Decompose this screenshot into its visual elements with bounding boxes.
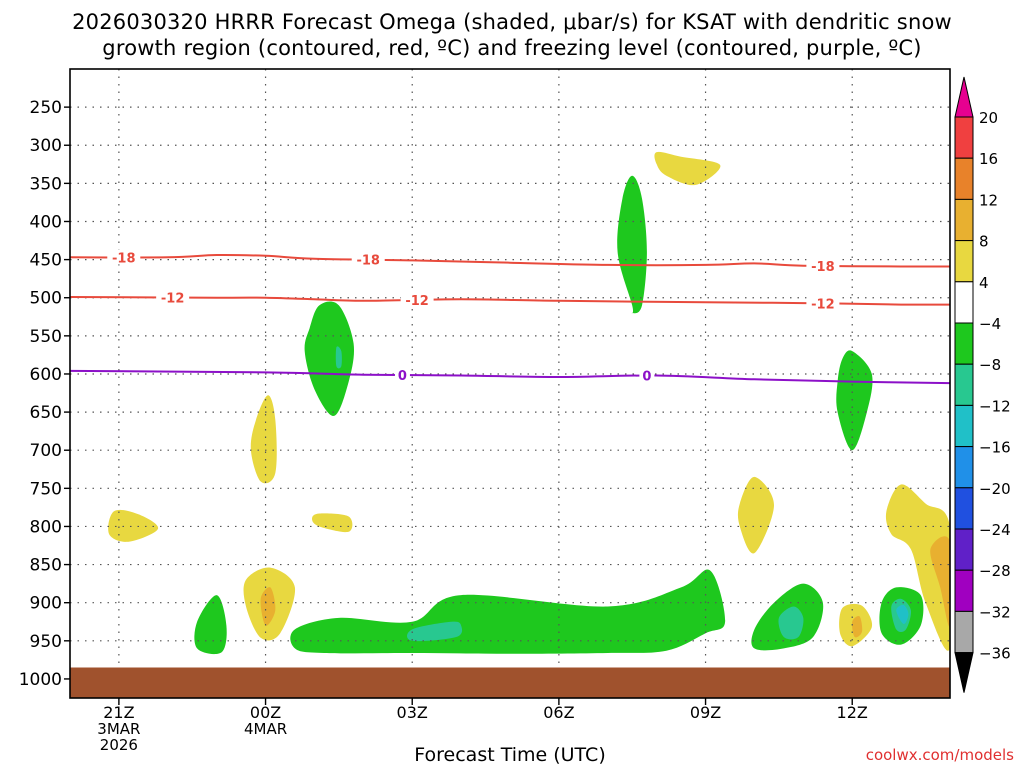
colorbar-label-2: 12 [979, 191, 998, 209]
y-tick-label-900: 900 [30, 594, 62, 614]
isotherm-label-2-1: 0 [642, 370, 651, 385]
x-tick-label-21Z-2: 2026 [100, 736, 138, 754]
omega-region-10 [851, 616, 863, 638]
colorbar-segment-2 [954, 198, 974, 242]
colorbar-label-10: −24 [979, 521, 1011, 539]
y-tick-label-800: 800 [30, 517, 62, 537]
y-tick-label-750: 750 [30, 479, 62, 499]
colorbar-segment-0 [954, 116, 974, 159]
omega-region-20 [778, 606, 804, 640]
y-tick-label-1000: 1000 [19, 670, 62, 690]
x-tick-label-06Z-0: 06Z [543, 703, 574, 722]
omega-region-1 [250, 395, 277, 484]
colorbar-label-6: −8 [979, 356, 1001, 374]
y-tick-label-300: 300 [30, 136, 62, 156]
x-tick-label-21Z-0: 21Z [103, 703, 134, 722]
colorbar-segment-10 [954, 528, 974, 571]
omega-region-12 [290, 569, 726, 654]
y-tick-label-550: 550 [30, 327, 62, 347]
isotherm-label-bg-1-0 [156, 289, 190, 305]
colorbar-label-12: −32 [979, 603, 1011, 621]
colorbar-segment-4 [954, 281, 974, 324]
y-tick-label-400: 400 [30, 212, 62, 232]
colorbar-segment-5 [954, 322, 974, 365]
y-tick-label-950: 950 [30, 632, 62, 652]
colorbar-label-3: 8 [979, 233, 989, 251]
plot-frame [69, 68, 951, 699]
isotherm-label-0-2: -18 [811, 260, 835, 275]
isotherm-label-0-1: -18 [356, 254, 380, 269]
y-tick-label-650: 650 [30, 403, 62, 423]
omega-region-8 [930, 536, 950, 627]
omega-region-22 [896, 604, 909, 625]
omega-region-2 [312, 513, 353, 533]
chart-title-line-2: growth region (contoured, red, ºC) and f… [102, 36, 922, 60]
omega-region-5 [737, 476, 774, 554]
omega-region-0 [108, 509, 159, 542]
x-axis-label: Forecast Time (UTC) [414, 744, 606, 766]
isotherm-label-bg-0-0 [107, 249, 141, 265]
colorbar-segment-7 [954, 404, 974, 448]
x-tick-label-12Z-0: 12Z [837, 703, 868, 722]
colorbar-segment-9 [954, 487, 974, 530]
x-tick-label-21Z-1: 3MAR [97, 720, 140, 738]
isotherm-line-2 [69, 369, 951, 385]
source-credit[interactable]: coolwx.com/models [865, 746, 1014, 764]
colorbar-segment-12 [954, 610, 974, 654]
isotherm-label-bg-1-1 [400, 291, 434, 307]
isotherm-label-1-2: -12 [811, 297, 835, 312]
colorbar-label-8: −16 [979, 439, 1011, 457]
isotherm-label-1-1: -12 [405, 294, 429, 309]
colorbar-label-11: −28 [979, 562, 1011, 580]
isotherm-label-0-0: -18 [112, 251, 136, 266]
y-tick-label-350: 350 [30, 174, 62, 194]
y-tick-label-450: 450 [30, 251, 62, 271]
isotherm-label-bg-1-2 [806, 295, 840, 311]
colorbar-segment-8 [954, 446, 974, 489]
colorbar-segment-6 [954, 363, 974, 406]
isotherm-line-0 [69, 253, 951, 268]
isotherm-label-bg-2-0 [394, 367, 410, 383]
y-tick-label-600: 600 [30, 365, 62, 385]
x-tick-label-09Z-0: 09Z [690, 703, 721, 722]
y-tick-label-850: 850 [30, 556, 62, 576]
omega-region-4 [654, 151, 721, 186]
x-tick-label-03Z-0: 03Z [397, 703, 428, 722]
isotherm-label-1-0: -12 [161, 291, 185, 306]
colorbar-top-arrow [954, 76, 974, 118]
omega-region-18 [335, 346, 342, 369]
omega-region-14 [304, 301, 355, 416]
colorbar-label-1: 16 [979, 150, 998, 168]
colorbar-label-5: −4 [979, 315, 1001, 333]
isotherm-label-bg-0-1 [351, 251, 385, 267]
y-tick-label-700: 700 [30, 441, 62, 461]
x-tick-label-00Z-1: 4MAR [244, 720, 287, 738]
y-tick-label-500: 500 [30, 289, 62, 309]
isotherm-label-bg-2-1 [639, 367, 655, 383]
ground-surface [70, 667, 950, 698]
colorbar-label-4: 4 [979, 274, 989, 292]
colorbar-bottom-arrow [954, 652, 974, 693]
omega-region-19 [407, 621, 463, 642]
colorbar-segment-1 [954, 157, 974, 200]
colorbar-label-9: −20 [979, 480, 1011, 498]
omega-region-11 [194, 595, 227, 655]
omega-region-15 [836, 350, 873, 451]
omega-region-13 [617, 175, 647, 314]
colorbar-segment-3 [954, 240, 974, 283]
isotherm-label-bg-0-2 [806, 257, 840, 273]
omega-region-9 [260, 587, 276, 626]
colorbar-label-0: 20 [979, 109, 998, 127]
x-tick-label-00Z-0: 00Z [250, 703, 281, 722]
chart-title-line-1: 2026030320 HRRR Forecast Omega (shaded, … [72, 10, 952, 34]
isotherm-label-2-0: 0 [398, 369, 407, 384]
colorbar-segment-11 [954, 569, 974, 612]
colorbar-label-7: −12 [979, 397, 1011, 415]
colorbar-label-13: −36 [979, 645, 1011, 663]
y-tick-label-250: 250 [30, 98, 62, 118]
